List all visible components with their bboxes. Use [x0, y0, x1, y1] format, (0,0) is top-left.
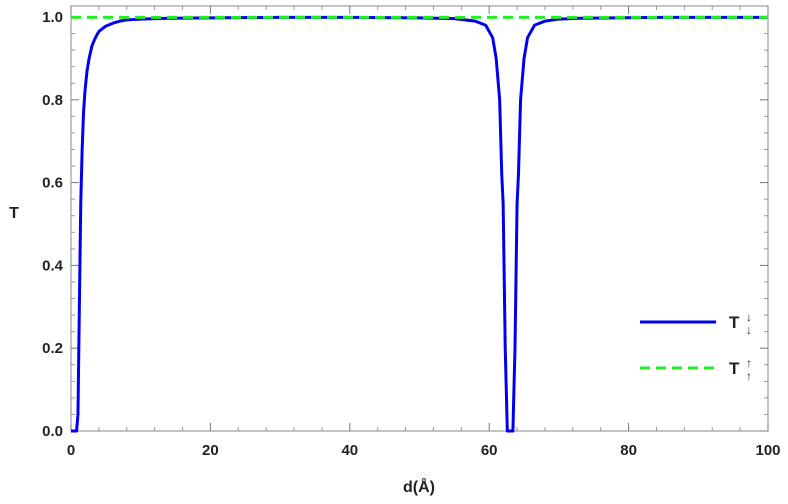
legend-label: T — [729, 313, 740, 332]
x-tick-label: 40 — [341, 442, 358, 459]
x-axis-label: d(Å) — [403, 477, 435, 496]
x-tick-label: 20 — [202, 442, 219, 459]
y-tick-label: 0.0 — [42, 423, 63, 440]
legend-arrow: ↓ — [746, 310, 752, 324]
y-axis-label: T — [9, 205, 19, 222]
legend-label: T — [729, 359, 740, 378]
x-tick-label: 100 — [755, 442, 780, 459]
x-tick-label: 0 — [67, 442, 75, 459]
minor-ticks — [71, 6, 768, 431]
x-tick-label: 60 — [481, 442, 498, 459]
legend-arrow: ↑ — [746, 356, 752, 370]
series-layer — [71, 15, 768, 433]
major-ticks — [70, 6, 769, 432]
legend-arrow: ↓ — [746, 323, 752, 337]
x-tick-labels: 0 20 40 60 80 100 — [67, 442, 781, 459]
legend: T ↓↓ T ↑↑ — [640, 310, 752, 383]
y-tick-label: 0.2 — [42, 340, 63, 357]
plot-frame — [70, 5, 769, 432]
y-tick-labels: 0.0 0.2 0.4 0.6 0.8 1.0 — [42, 9, 64, 440]
y-tick-label: 0.8 — [42, 92, 63, 109]
series-line-spin-down — [71, 15, 768, 433]
legend-arrow: ↑ — [746, 369, 752, 383]
y-tick-label: 0.6 — [42, 175, 63, 192]
y-tick-label: 1.0 — [42, 9, 63, 26]
x-tick-label: 80 — [620, 442, 637, 459]
y-tick-label: 0.4 — [42, 257, 64, 274]
